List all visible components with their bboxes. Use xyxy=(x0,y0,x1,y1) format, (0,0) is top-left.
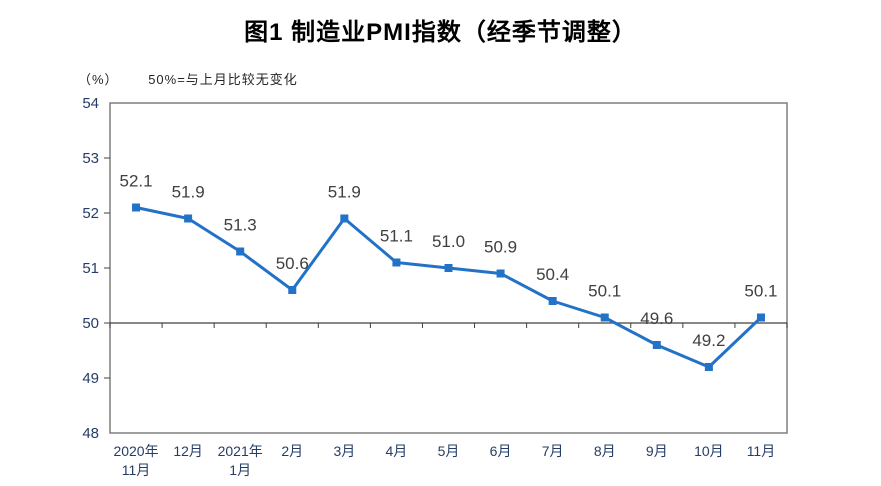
data-point-label: 50.9 xyxy=(484,238,517,257)
y-axis-tick-label: 52 xyxy=(82,205,99,222)
x-axis-category-label: 4月 xyxy=(386,443,408,459)
data-point-marker xyxy=(756,313,765,322)
data-point-label: 50.4 xyxy=(536,265,569,284)
data-point-label: 51.3 xyxy=(224,216,257,235)
data-point-label: 49.6 xyxy=(640,309,673,328)
y-axis-tick-label: 49 xyxy=(82,370,99,387)
data-point-marker xyxy=(444,264,453,272)
data-point-label: 51.1 xyxy=(380,227,413,246)
x-axis-category-label: 12月 xyxy=(173,443,203,459)
data-point-marker xyxy=(652,341,661,349)
data-point-label: 52.1 xyxy=(119,172,152,191)
data-point-marker xyxy=(236,247,245,256)
data-point-label: 51.9 xyxy=(172,183,205,202)
data-point-marker xyxy=(704,363,713,371)
y-axis-tick-label: 51 xyxy=(82,260,99,277)
data-point-marker xyxy=(496,269,505,278)
data-point-label: 50.1 xyxy=(744,282,777,301)
y-axis-tick-label: 53 xyxy=(82,150,99,167)
data-point-label: 51.0 xyxy=(432,232,465,251)
y-axis-unit-label: （%） xyxy=(78,72,119,87)
x-axis-category-label: 2月 xyxy=(281,443,303,459)
chart-title: 图1 制造业PMI指数（经季节调整） xyxy=(244,19,637,46)
data-point-marker xyxy=(548,297,557,305)
x-axis-category-label: 10月 xyxy=(694,443,724,459)
data-point-label: 49.2 xyxy=(692,331,725,350)
data-point-label: 50.1 xyxy=(588,282,621,301)
y-axis-tick-label: 50 xyxy=(82,315,99,332)
data-point-marker xyxy=(288,286,297,294)
data-point-marker xyxy=(600,313,609,322)
data-point-marker xyxy=(340,214,349,223)
data-point-label: 51.9 xyxy=(328,183,361,202)
x-axis-category-label: 3月 xyxy=(333,443,355,459)
x-axis-category-label: 11月 xyxy=(747,443,776,459)
x-axis-category-label: 9月 xyxy=(646,443,668,459)
x-axis-category-label: 8月 xyxy=(594,443,616,459)
x-axis-category-label: 2020年 11月 xyxy=(113,443,158,478)
x-axis-category-label: 7月 xyxy=(542,443,564,459)
reference-note: 50%=与上月比较无变化 xyxy=(148,72,298,87)
data-point-marker xyxy=(392,258,401,267)
data-point-marker xyxy=(184,214,193,223)
x-axis-category-label: 5月 xyxy=(438,443,460,459)
data-point-marker xyxy=(132,203,141,212)
data-point-label: 50.6 xyxy=(276,254,309,273)
y-axis-tick-label: 48 xyxy=(82,425,99,442)
subtitle-row: （%） 50%=与上月比较无变化 xyxy=(78,69,298,88)
x-axis-category-label: 2021年 1月 xyxy=(218,443,263,478)
y-axis-tick-label: 54 xyxy=(82,95,99,112)
x-axis-category-label: 6月 xyxy=(490,443,512,459)
